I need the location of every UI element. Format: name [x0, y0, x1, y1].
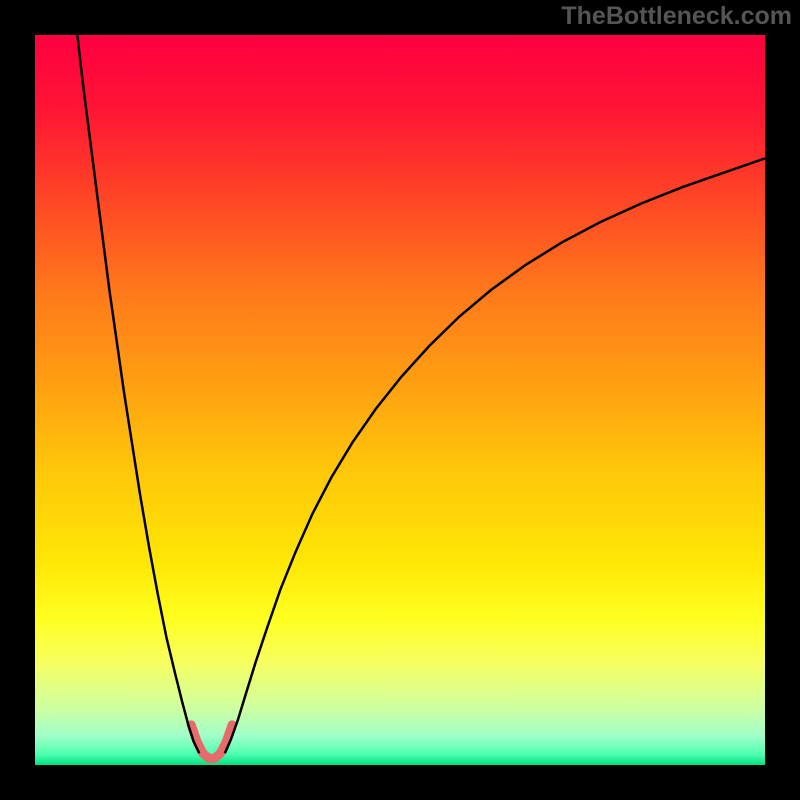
plot-background — [35, 35, 765, 765]
watermark-text: TheBottleneck.com — [561, 2, 792, 31]
bottleneck-chart — [0, 0, 800, 800]
chart-container: TheBottleneck.com — [0, 0, 800, 800]
